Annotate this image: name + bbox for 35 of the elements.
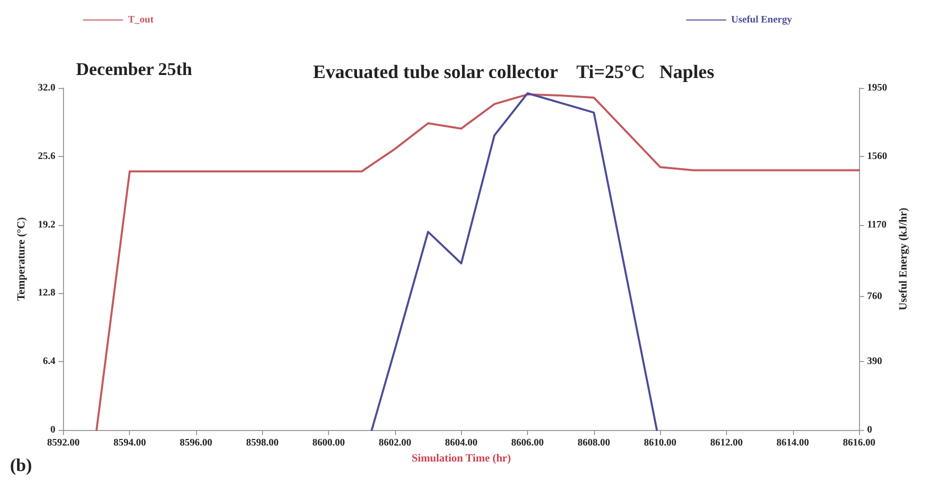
y-axis-title: Temperature (°C): [16, 216, 28, 301]
y-tick-label: 32.0: [38, 82, 56, 94]
x-tick-label: 8592.00: [47, 438, 80, 448]
x-axis-title: Simulation Time (hr): [412, 452, 512, 464]
x-tick-label: 8612.00: [710, 438, 743, 448]
y-tick-label: 0: [50, 424, 56, 436]
x-tick-label: 8596.00: [180, 438, 212, 448]
x-tick-label: 8606.00: [511, 438, 544, 448]
legend-label: T_out: [128, 14, 154, 26]
y2-tick-label: 1950: [867, 82, 888, 94]
x-tick-label: 8594.00: [113, 438, 146, 448]
y-tick-label: 25.6: [38, 150, 56, 162]
x-tick-label: 8600.00: [312, 438, 345, 448]
y-tick-label: 19.2: [38, 219, 56, 230]
y-tick-label: 6.4: [42, 356, 56, 368]
y2-tick-label: 0: [867, 424, 872, 436]
x-tick-label: 8608.00: [578, 438, 610, 448]
chart-title: Evacuated tube solar collector Ti=25°C Naples: [313, 62, 714, 83]
y-tick-label: 12.8: [38, 288, 56, 299]
legend-label: Useful Energy: [731, 14, 792, 26]
y2-tick-label: 760: [867, 291, 882, 302]
text: (b): [10, 455, 32, 475]
x-tick-label: 8610.00: [644, 438, 676, 448]
x-tick-label: 8604.00: [445, 438, 478, 448]
y2-tick-label: 1560: [867, 150, 888, 162]
x-tick-label: 8614.00: [776, 438, 810, 448]
x-tick-label: 8602.00: [378, 438, 412, 448]
y2-tick-label: 390: [867, 356, 882, 368]
line-series: [96, 93, 860, 431]
y2-tick-label: 1170: [867, 219, 887, 230]
x-tick-label: 8616.00: [842, 438, 876, 448]
x-tick-label: 8598.00: [246, 438, 279, 448]
text: December 25th: [76, 59, 192, 79]
line-series: [370, 92, 658, 431]
y2-axis-title: Useful Energy (kJ/hr): [898, 207, 910, 310]
